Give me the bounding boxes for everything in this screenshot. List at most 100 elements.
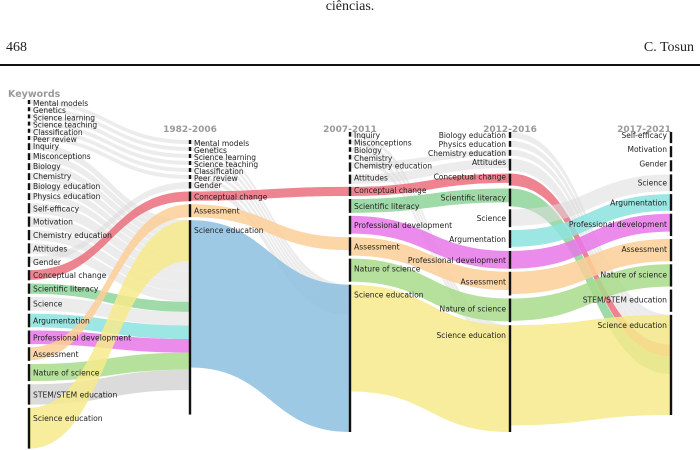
node-label-3-argumentation: Argumentation bbox=[449, 235, 506, 244]
node-bar-0-scientific-literacy bbox=[27, 283, 31, 294]
flow-2-chemistry-education-to-chemistry-education bbox=[350, 149, 510, 169]
node-label-3-physics-education: Physics education bbox=[439, 140, 507, 149]
node-bar-0-professional-development bbox=[27, 330, 31, 345]
flow-0-peer-review-to-peer-review bbox=[29, 136, 190, 179]
chart-title: Keywords bbox=[8, 89, 61, 100]
node-bar-4-stem-stem-education bbox=[669, 289, 673, 312]
flow-0-attitudes-to-science-education bbox=[29, 243, 190, 302]
node-label-4-assessment: Assessment bbox=[621, 245, 667, 254]
flow-0-assessment-to-assessment bbox=[29, 204, 190, 361]
flow-0-inquiry-to-science-education bbox=[29, 143, 190, 227]
node-bar-3-attitudes bbox=[508, 158, 512, 171]
node-label-1-mental-models: Mental models bbox=[194, 139, 249, 148]
flow-0-conceptual-change-to-conceptual-change bbox=[29, 191, 190, 280]
node-bar-4-argumentation bbox=[669, 194, 673, 211]
node-bar-3-science bbox=[508, 209, 512, 228]
node-label-3-assessment: Assessment bbox=[460, 278, 506, 287]
node-label-0-biology-education: Biology education bbox=[33, 182, 101, 191]
node-bar-2-misconceptions bbox=[348, 139, 352, 145]
node-bar-0-biology bbox=[27, 163, 31, 170]
flow-1-gender-to-science-education bbox=[190, 182, 350, 316]
node-bar-1-genetics bbox=[188, 147, 192, 151]
node-bar-2-science-education bbox=[348, 284, 352, 432]
node-bar-0-stem-stem-education bbox=[27, 384, 31, 405]
node-label-3-scientific-literacy: Scientific literacy bbox=[441, 193, 507, 202]
node-label-0-peer-review: Peer review bbox=[33, 135, 77, 144]
period-label-2017-2021: 2017-2021 bbox=[617, 125, 671, 135]
node-label-3-chemistry-education: Chemistry education bbox=[428, 149, 506, 158]
node-label-3-nature-of-science: Nature of science bbox=[440, 304, 507, 313]
flow-layer bbox=[29, 100, 671, 449]
node-bar-0-science bbox=[27, 296, 31, 311]
node-bar-0-argumentation bbox=[27, 313, 31, 328]
node-label-4-science-education: Science education bbox=[597, 321, 667, 330]
node-bar-0-conceptual-change bbox=[27, 270, 31, 281]
node-label-0-professional-development: Professional development bbox=[33, 333, 131, 342]
flow-3-attitudes-to-science-education bbox=[510, 158, 671, 345]
flow-3-science-education-to-science-education bbox=[510, 314, 671, 426]
node-label-0-conceptual-change: Conceptual change bbox=[33, 271, 107, 280]
node-label-0-science-teaching: Science teaching bbox=[33, 121, 97, 130]
flow-1-classification-to-science-education bbox=[190, 168, 350, 305]
node-label-2-chemistry: Chemistry bbox=[354, 154, 393, 163]
node-label-4-argumentation: Argumentation bbox=[610, 198, 667, 207]
node-label-0-attitudes: Attitudes bbox=[33, 244, 67, 253]
node-label-3-attitudes: Attitudes bbox=[472, 158, 506, 167]
node-bar-2-chemistry-education bbox=[348, 162, 352, 172]
flow-0-classification-to-classification bbox=[29, 128, 190, 172]
node-bar-2-attitudes bbox=[348, 174, 352, 184]
node-label-4-motivation: Motivation bbox=[628, 145, 668, 154]
flow-0-biology-to-science-education bbox=[29, 163, 190, 241]
flow-2-attitudes-to-attitudes bbox=[350, 158, 510, 184]
flow-0-genetics-to-genetics bbox=[29, 107, 190, 151]
node-label-0-motivation: Motivation bbox=[33, 218, 73, 227]
node-label-0-genetics: Genetics bbox=[33, 106, 66, 115]
node-label-2-professional-development: Professional development bbox=[354, 221, 452, 230]
flow-1-science-education-to-science-education bbox=[190, 220, 350, 432]
node-label-2-attitudes: Attitudes bbox=[354, 174, 388, 183]
node-bar-2-chemistry bbox=[348, 154, 352, 160]
node-bar-3-scientific-literacy bbox=[508, 188, 512, 207]
node-bar-0-inquiry bbox=[27, 143, 31, 150]
node-bar-2-professional-development bbox=[348, 215, 352, 235]
flow-1-conceptual-change-to-conceptual-change bbox=[190, 186, 350, 201]
node-bar-3-assessment bbox=[508, 271, 512, 296]
node-label-2-nature-of-science: Nature of science bbox=[354, 265, 421, 274]
flow-0-physics-education-to-science-education bbox=[29, 193, 190, 261]
node-bar-4-assessment bbox=[669, 239, 673, 262]
node-bar-2-assessment bbox=[348, 237, 352, 256]
node-bar-0-motivation bbox=[27, 216, 31, 227]
period-label-2007-2011: 2007-2011 bbox=[323, 125, 377, 135]
node-bar-0-biology-education bbox=[27, 183, 31, 190]
node-label-2-inquiry: Inquiry bbox=[354, 131, 381, 140]
node-label-2-assessment: Assessment bbox=[354, 242, 400, 251]
node-bar-4-professional-development bbox=[669, 213, 673, 237]
node-label-3-science: Science bbox=[477, 214, 507, 223]
node-bar-0-science-learning bbox=[27, 114, 31, 119]
node-bar-4-science-education bbox=[669, 314, 673, 415]
node-label-1-conceptual-change: Conceptual change bbox=[194, 192, 268, 201]
node-label-1-assessment: Assessment bbox=[194, 207, 240, 216]
flow-2-nature-of-science-to-nature-of-science bbox=[350, 258, 510, 322]
flow-0-science-teaching-to-science-teaching bbox=[29, 121, 190, 165]
running-text: ciências. bbox=[325, 0, 375, 14]
node-label-1-science-teaching: Science teaching bbox=[194, 160, 258, 169]
node-label-2-conceptual-change: Conceptual change bbox=[354, 186, 427, 195]
flow-3-nature-of-science-to-nature-of-science bbox=[510, 264, 671, 321]
node-bar-1-science-learning bbox=[188, 154, 192, 158]
node-label-1-science-education: Science education bbox=[194, 226, 264, 235]
node-label-4-stem-stem-education: STEM/STEM education bbox=[583, 296, 667, 305]
node-bar-0-attitudes bbox=[27, 243, 31, 254]
node-bar-3-conceptual-change bbox=[508, 173, 512, 186]
node-bar-0-peer-review bbox=[27, 136, 31, 140]
node-label-0-gender: Gender bbox=[33, 258, 62, 267]
node-label-0-stem-stem-education: STEM/STEM education bbox=[33, 390, 117, 399]
node-label-0-argumentation: Argumentation bbox=[33, 317, 90, 326]
node-bar-0-chemistry bbox=[27, 173, 31, 180]
node-bar-0-gender bbox=[27, 256, 31, 267]
flow-2-conceptual-change-to-conceptual-change bbox=[350, 173, 510, 197]
node-bar-0-self-efficacy bbox=[27, 203, 31, 214]
running-author: C. Tosun bbox=[643, 40, 694, 55]
node-bar-2-nature-of-science bbox=[348, 258, 352, 282]
